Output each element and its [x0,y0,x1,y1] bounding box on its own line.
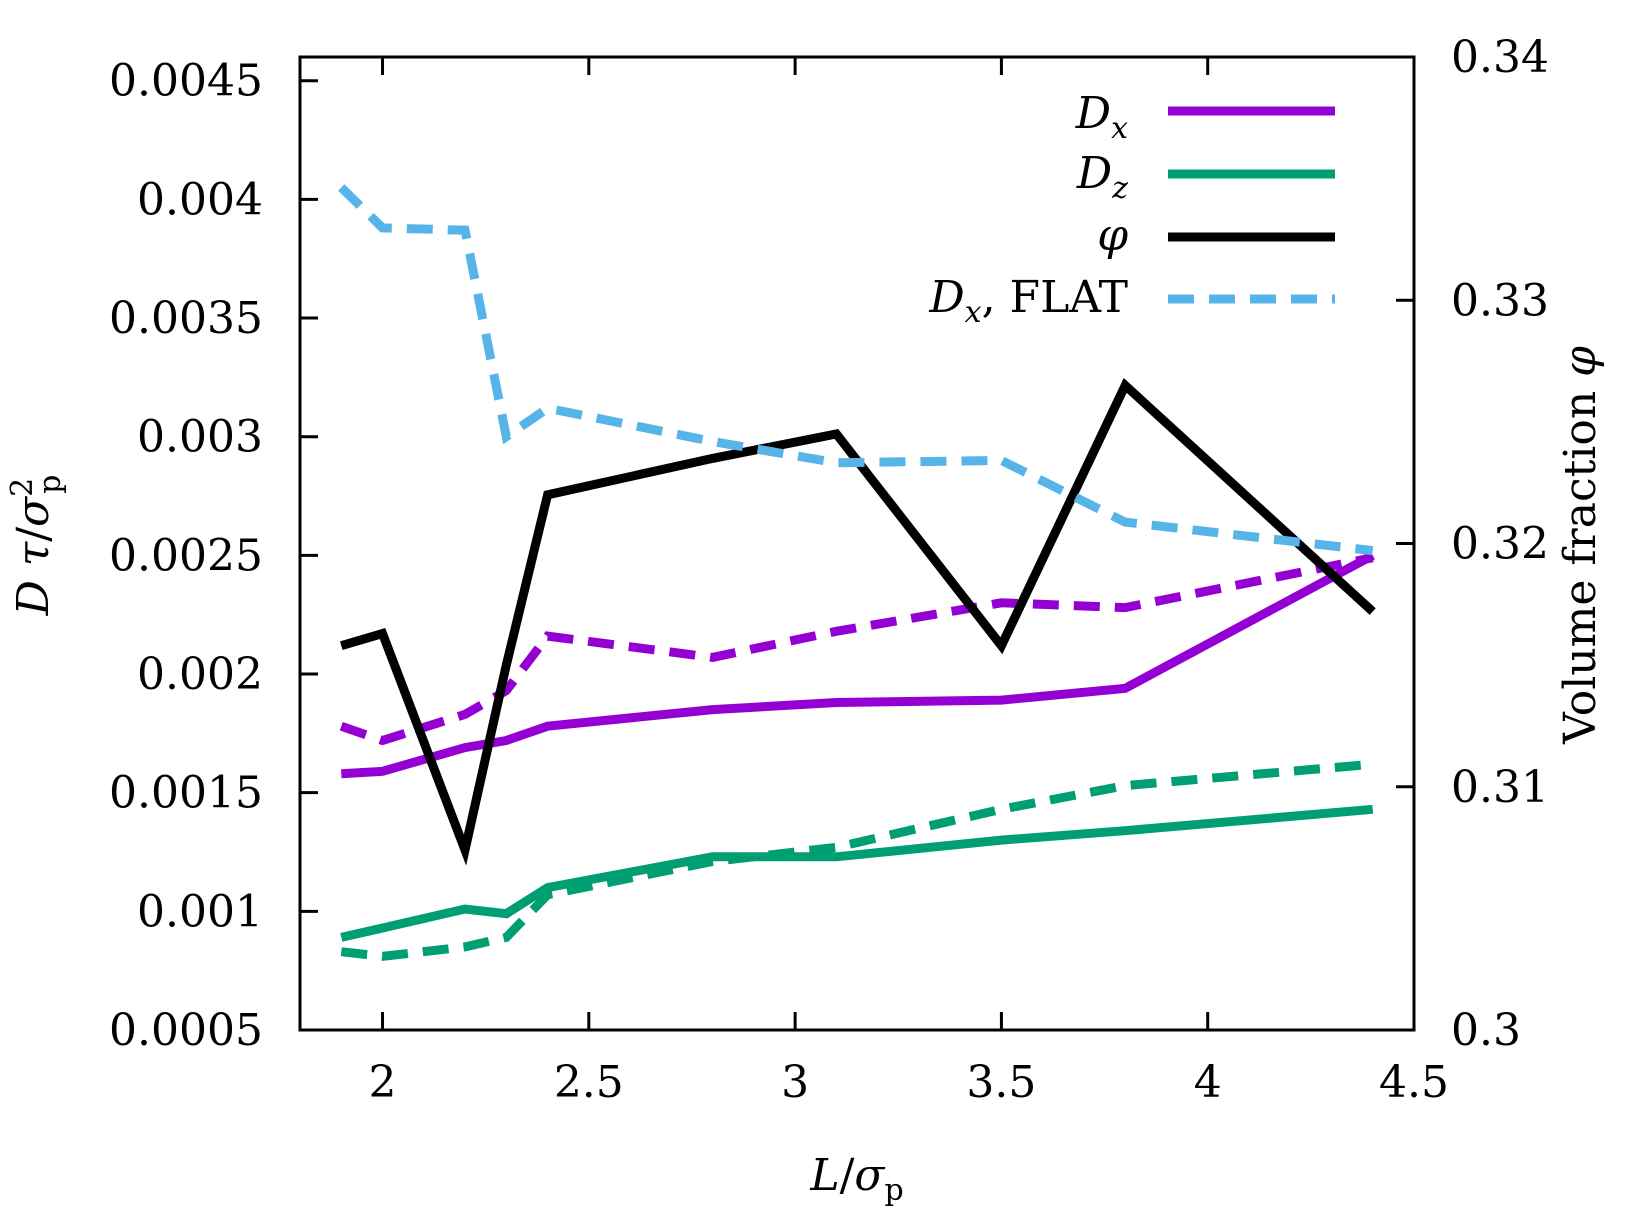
legend: Dx Dz φ Dx, FLAT [928,88,1335,330]
series-dz-line [340,804,1374,942]
series-dx-flat-line [338,184,1374,556]
series-phi-line [340,377,1376,866]
series-dx-dashed-line [339,553,1374,746]
y-right-tick-label: 0.33 [1451,275,1549,326]
x-tick-label: 4.5 [1379,1057,1449,1108]
y-left-tick-label: 0.0035 [109,293,263,344]
x-tick-label: 3 [781,1057,809,1108]
x-tick-label: 3.5 [966,1057,1036,1108]
series-dz-dashed-line [340,759,1374,961]
y-left-tick-label: 0.0015 [109,768,263,819]
x-tick-label: 2 [369,1057,397,1108]
y-left-tick-label: 0.001 [137,886,263,937]
plot-frame [298,55,1416,1032]
series-dx-line [341,551,1375,779]
y-left-tick-label: 0.0005 [109,1005,263,1056]
y-right-tick-label: 0.34 [1451,32,1549,83]
y-right-tick-label: 0.32 [1451,519,1549,570]
y-right-tick-label: 0.31 [1451,762,1549,813]
x-axis-title: L/σp [809,1150,903,1208]
legend-label-dx-flat: Dx, FLAT [928,272,1128,330]
right-y-axis-title: Volume fraction φ [1555,346,1606,745]
y-right-tick-label: 0.3 [1451,1005,1521,1056]
axis-tick-labels: 2 2.5 3 3.5 4 4.5 0.0005 0.001 0.0015 0.002 0.0025… [109,32,1549,1108]
legend-label-dz: Dz [1076,148,1128,206]
y-left-tick-label: 0.0025 [109,530,263,581]
left-y-axis-title: D τ/σ2p [5,475,68,617]
y-left-tick-label: 0.003 [137,412,263,463]
y-left-tick-label: 0.004 [137,174,263,225]
x-tick-label: 4 [1194,1057,1222,1108]
x-tick-label: 2.5 [554,1057,624,1108]
legend-label-dx: Dx [1075,88,1128,146]
y-left-tick-label: 0.002 [137,649,263,700]
axis-ticks [300,55,1416,1032]
right-y-axis-title-text: Volume fraction [1555,377,1606,745]
y-left-tick-label: 0.0045 [109,56,263,107]
legend-label-phi: φ [1097,210,1128,261]
series-lines [338,184,1376,961]
